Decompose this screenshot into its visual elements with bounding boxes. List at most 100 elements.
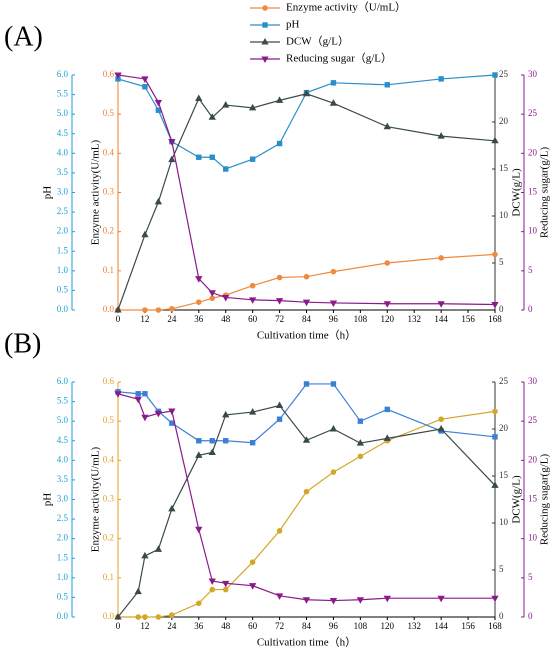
axis-title: pH [42, 493, 54, 507]
marker [248, 583, 257, 590]
legend-marker [262, 5, 268, 11]
marker [196, 154, 202, 160]
tick-label: 1.5 [57, 245, 69, 255]
series-line [117, 74, 496, 306]
tick-label: 25 [528, 108, 538, 118]
marker [491, 302, 499, 309]
tick-label: 6.0 [57, 69, 69, 79]
marker [437, 132, 445, 139]
legend-marker [261, 37, 269, 45]
tick-label: 10 [528, 533, 538, 543]
marker [154, 99, 163, 107]
tick-label: 3.0 [57, 187, 69, 197]
x-tick-label: 48 [221, 621, 231, 631]
tick-label: 2.5 [57, 513, 69, 523]
x-tick-label: 72 [275, 621, 284, 631]
x-tick-label: 168 [488, 621, 502, 631]
marker [168, 408, 176, 416]
tick-label: 5.0 [57, 108, 69, 118]
tick-label: 5 [528, 265, 533, 275]
x-tick-label: 72 [275, 314, 284, 324]
marker [330, 469, 337, 475]
marker [249, 156, 256, 162]
tick-label: 15 [528, 494, 538, 504]
x-tick-label: 60 [248, 621, 258, 631]
x-tick-label: 24 [167, 314, 177, 324]
marker [302, 299, 311, 307]
x-tick-label: 36 [194, 621, 204, 631]
marker [169, 420, 175, 426]
x-tick-label: 168 [488, 314, 502, 324]
tick-label: 4.5 [57, 128, 69, 138]
marker [303, 273, 310, 280]
x-tick-label: 12 [140, 314, 149, 324]
marker [275, 298, 284, 305]
marker [437, 424, 445, 432]
tick-label: 2.5 [57, 206, 69, 216]
x-tick-label: 132 [407, 621, 421, 631]
x-tick-label: 144 [434, 314, 448, 324]
marker [248, 408, 257, 415]
tick-label: 0.0 [103, 611, 115, 621]
marker [438, 255, 444, 261]
x-tick-label: 120 [381, 314, 395, 324]
marker [114, 305, 122, 313]
marker [169, 306, 175, 312]
marker [141, 230, 149, 238]
marker [329, 99, 338, 106]
tick-label: 25 [499, 69, 509, 79]
tick-label: 2.0 [57, 226, 69, 236]
marker [491, 481, 499, 488]
axis-title: Enzyme activity(U/mL) [90, 446, 102, 552]
marker [303, 381, 310, 387]
marker [134, 587, 142, 595]
marker [195, 451, 203, 458]
marker [222, 101, 230, 108]
x-tick-label: 84 [302, 621, 312, 631]
marker [492, 251, 498, 258]
legend-marker [262, 22, 268, 28]
marker [209, 154, 215, 160]
marker [276, 416, 283, 422]
tick-label: 3.5 [57, 474, 69, 484]
marker [168, 139, 176, 146]
tick-label: 0.0 [57, 611, 69, 621]
tick-label: 0.4 [103, 147, 115, 157]
series-line [117, 393, 495, 602]
x-axis-title: Cultivation time（h） [257, 329, 356, 342]
legend-label: Enzyme activity（U/mL） [286, 1, 406, 14]
tick-label: 1.0 [57, 265, 69, 275]
axis-title: DCW(g/L) [511, 168, 523, 217]
tick-label: 25 [528, 415, 538, 425]
marker [142, 307, 148, 313]
x-tick-label: 36 [194, 314, 204, 324]
marker [492, 434, 498, 440]
marker [223, 438, 229, 444]
series-line [117, 74, 496, 170]
marker [208, 113, 216, 120]
tick-label: 4.5 [57, 435, 69, 445]
tick-label: 1.5 [57, 552, 69, 562]
marker [302, 597, 311, 604]
marker [276, 274, 283, 281]
marker [208, 448, 216, 455]
axis-title: pH [42, 186, 54, 200]
marker [248, 297, 257, 304]
tick-label: 3.0 [57, 494, 69, 504]
x-tick-label: 120 [381, 621, 395, 631]
tick-label: 0.3 [103, 187, 115, 197]
panel-label: (B) [4, 328, 41, 359]
marker [249, 282, 256, 289]
axis-title: Enzyme activity(U/mL) [90, 139, 102, 245]
x-tick-label: 0 [116, 621, 121, 631]
legend-label: DCW（g/L） [286, 35, 349, 48]
tick-label: 0 [499, 304, 504, 314]
marker [383, 595, 391, 603]
x-tick-label: 84 [302, 314, 312, 324]
marker [154, 545, 163, 552]
marker [248, 103, 257, 111]
x-tick-label: 156 [461, 621, 475, 631]
marker [222, 580, 230, 588]
marker [222, 294, 230, 302]
